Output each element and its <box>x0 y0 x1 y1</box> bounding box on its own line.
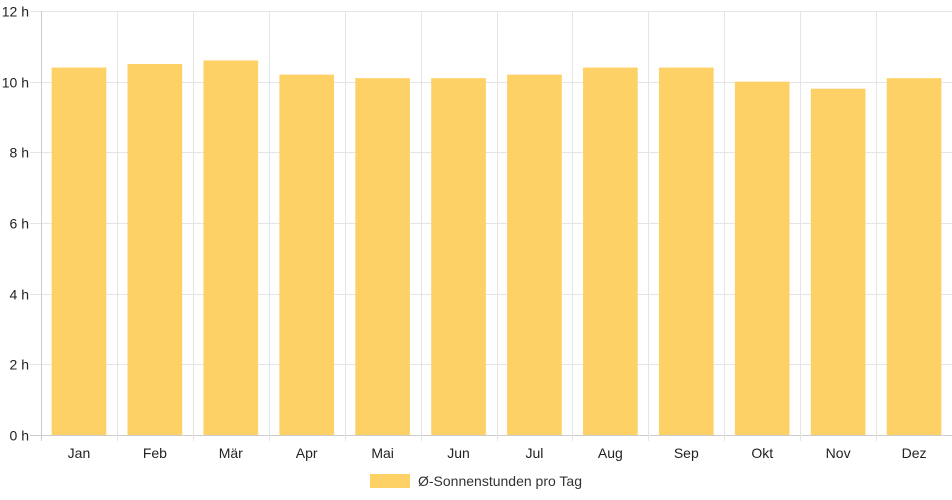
bar <box>583 67 638 436</box>
y-tick-label: 8 h <box>10 145 29 161</box>
bar <box>507 74 562 435</box>
x-tick-label: Mai <box>371 445 394 461</box>
x-tick-label: Feb <box>143 445 167 461</box>
x-tick-label: Nov <box>826 445 851 461</box>
bar <box>51 67 107 436</box>
legend-label: Ø-Sonnenstunden pro Tag <box>418 473 582 489</box>
x-tick-label: Apr <box>296 445 318 461</box>
bar <box>355 78 410 435</box>
x-tick-label: Jul <box>526 445 544 461</box>
x-tick-label: Aug <box>598 445 623 461</box>
x-tick-label: Mär <box>219 445 243 461</box>
y-tick-label: 4 h <box>10 287 29 303</box>
bar <box>658 67 714 436</box>
bar <box>203 60 259 435</box>
bar <box>810 88 866 435</box>
bar <box>886 78 942 435</box>
x-tick-label: Sep <box>674 445 699 461</box>
x-tick-label: Dez <box>902 445 927 461</box>
y-tick-label: 6 h <box>10 216 29 232</box>
bar <box>279 74 335 435</box>
y-tick-label: 2 h <box>10 357 29 373</box>
bar <box>431 78 486 435</box>
bar <box>734 81 790 436</box>
legend-swatch <box>370 474 410 488</box>
x-tick-label: Okt <box>751 445 773 461</box>
legend[interactable]: Ø-Sonnenstunden pro Tag <box>370 473 582 489</box>
x-tick-label: Jan <box>68 445 91 461</box>
x-tick-label: Jun <box>447 445 470 461</box>
y-tick-label: 0 h <box>10 428 29 444</box>
y-tick-label: 10 h <box>2 75 29 91</box>
y-tick-label: 12 h <box>2 4 29 20</box>
bar <box>127 64 183 435</box>
